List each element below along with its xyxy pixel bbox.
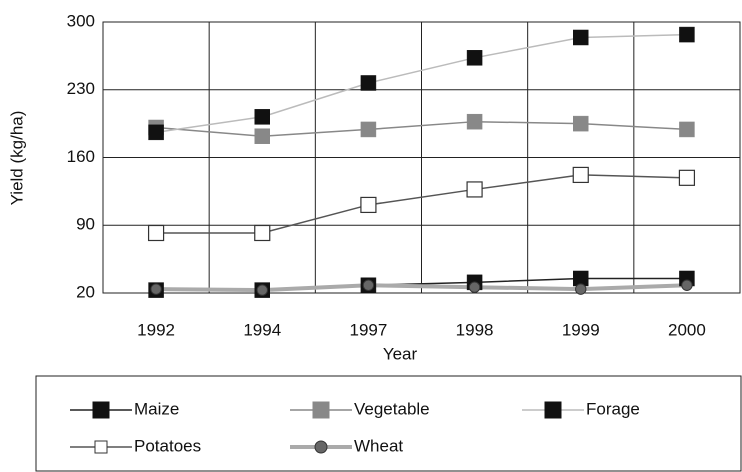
x-tick-label: 1992 xyxy=(137,320,175,339)
marker xyxy=(360,196,377,214)
series-line xyxy=(155,33,687,134)
legend-marker xyxy=(92,401,110,419)
y-tick-label: 20 xyxy=(76,282,95,301)
marker xyxy=(681,279,693,291)
marker xyxy=(148,124,164,141)
marker xyxy=(466,113,483,130)
legend-marker xyxy=(544,401,562,419)
x-tick-label: 1998 xyxy=(456,320,494,339)
marker xyxy=(573,29,589,46)
marker xyxy=(362,279,375,291)
legend-marker xyxy=(314,440,328,454)
x-tick-label: 1999 xyxy=(562,320,600,339)
series-line xyxy=(156,120,687,137)
legend-label: Maize xyxy=(134,399,179,418)
legend-marker xyxy=(312,401,330,419)
y-tick-label: 300 xyxy=(67,11,95,30)
marker xyxy=(466,181,483,198)
legend-label: Forage xyxy=(586,399,640,418)
y-axis-label: Yield (kg/ha) xyxy=(7,111,26,206)
x-tick-label: 1997 xyxy=(350,320,388,339)
marker xyxy=(150,283,162,295)
marker xyxy=(468,281,481,293)
marker xyxy=(573,115,589,132)
series-line xyxy=(156,174,687,234)
series-line xyxy=(156,283,687,293)
marker xyxy=(254,109,270,125)
marker xyxy=(254,128,270,144)
legend-label: Wheat xyxy=(354,436,403,455)
marker xyxy=(575,283,587,295)
marker xyxy=(678,169,696,186)
marker xyxy=(360,121,377,138)
marker xyxy=(679,121,695,138)
legend-label: Potatoes xyxy=(134,436,201,455)
y-tick-label: 230 xyxy=(67,79,95,98)
legend-box xyxy=(35,375,742,472)
y-tick-label: 160 xyxy=(67,147,95,166)
legend-label: Vegetable xyxy=(354,399,430,418)
marker xyxy=(572,166,589,184)
legend-marker xyxy=(94,440,108,454)
x-tick-label: 2000 xyxy=(668,320,706,339)
y-tick-label: 90 xyxy=(76,215,95,234)
marker xyxy=(679,26,695,43)
marker xyxy=(147,224,165,242)
marker xyxy=(360,75,377,91)
marker xyxy=(254,224,271,242)
marker xyxy=(466,50,483,66)
marker xyxy=(256,284,268,296)
plot-frame xyxy=(102,21,741,294)
x-axis-label: Year xyxy=(383,344,418,363)
x-tick-label: 1994 xyxy=(243,320,281,339)
